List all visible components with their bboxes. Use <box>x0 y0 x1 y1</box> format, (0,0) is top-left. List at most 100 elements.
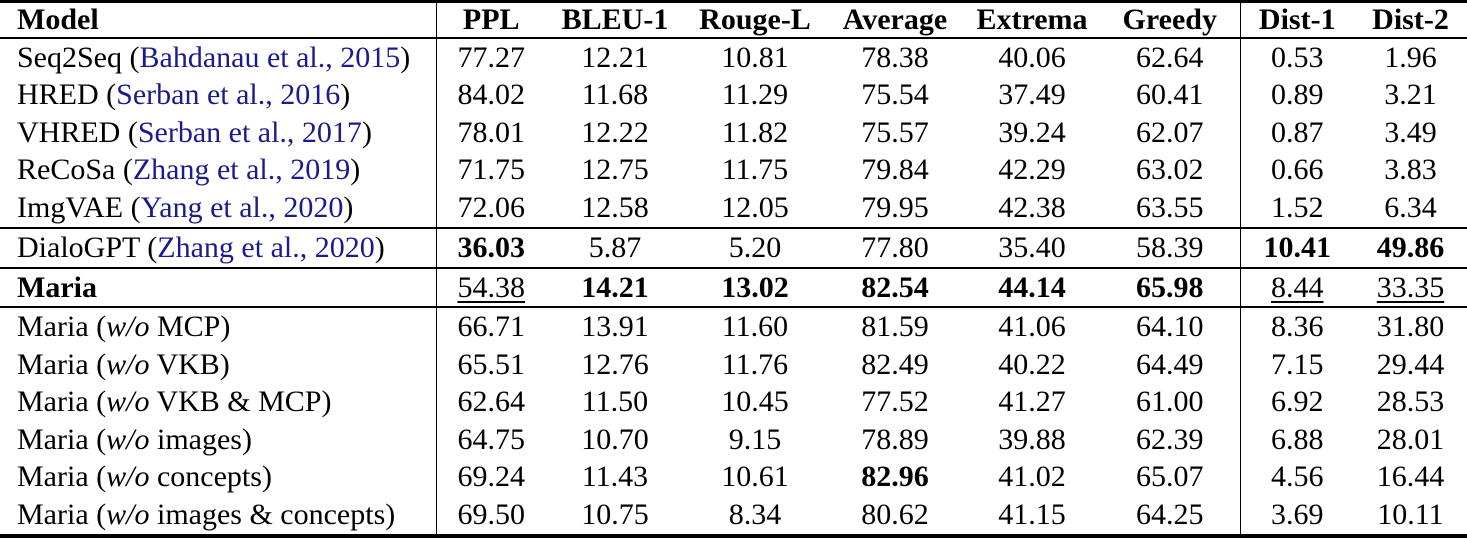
metric-value: 11.75 <box>721 153 789 187</box>
model-name-text: concepts) <box>149 460 272 494</box>
metric-value-cell: 12.22 <box>546 114 684 152</box>
metric-value: 40.22 <box>998 347 1066 381</box>
metric-value-cell: 31.80 <box>1354 306 1467 347</box>
metric-value: 12.76 <box>581 347 649 381</box>
metric-value-cell: 1.52 <box>1239 189 1354 228</box>
metric-value-cell: 10.41 <box>1239 226 1354 268</box>
table-row: ReCoSa (Zhang et al., 2019) 71.75 12.75 11.… <box>0 151 1467 190</box>
model-name-cell: Maria (w/o MCP) <box>0 306 436 347</box>
metric-value: 10.45 <box>721 385 789 419</box>
table-row: HRED (Serban et al., 2016) 84.02 11.68 11.2… <box>0 76 1467 115</box>
metric-value-cell: 3.69 <box>1239 496 1354 536</box>
metric-value-cell: 62.64 <box>1100 38 1240 77</box>
metric-value: 8.34 <box>728 498 782 532</box>
citation-link[interactable]: Zhang et al., 2019 <box>132 153 351 187</box>
table-row: ImgVAE (Yang et al., 2020) 72.06 12.58 12.0… <box>0 189 1467 228</box>
metric-value: 1.52 <box>1271 191 1324 225</box>
metric-value-cell: 40.06 <box>964 38 1100 77</box>
table-row: Maria (w/o images) 64.75 10.70 9.15 78.89 39.… <box>0 421 1467 459</box>
metric-value-cell: 12.21 <box>546 38 684 77</box>
metric-value: 79.95 <box>861 191 929 225</box>
metric-value-cell: 82.54 <box>826 266 964 308</box>
metric-value: 77.27 <box>457 40 526 74</box>
metric-value: 28.53 <box>1376 385 1445 419</box>
metric-value-cell: 11.29 <box>684 77 826 115</box>
citation-link[interactable]: Zhang et al., 2020 <box>157 230 375 264</box>
metric-value-cell: 10.81 <box>684 38 826 77</box>
metric-value-cell: 0.87 <box>1239 114 1354 152</box>
metric-value: 62.07 <box>1136 115 1204 149</box>
metric-value-cell: 72.06 <box>435 189 546 228</box>
citation-link[interactable]: Bahdanau et al., 2015 <box>139 40 401 74</box>
metric-value-cell: 66.71 <box>435 306 546 347</box>
model-name-text: VHRED ( <box>17 115 138 149</box>
metric-value-cell: 8.36 <box>1239 306 1354 347</box>
model-name-text: VKB & MCP) <box>149 385 332 419</box>
metric-value-cell: 11.75 <box>684 152 826 190</box>
model-name-text: w/o <box>106 310 150 344</box>
metric-value: 65.98 <box>1136 270 1204 304</box>
metric-value: 6.34 <box>1384 191 1437 225</box>
model-name-text: ) <box>400 40 411 74</box>
metric-value: 82.49 <box>861 347 929 381</box>
metric-value: 78.01 <box>457 115 526 149</box>
header-row: Model PPL BLEU-1 Rouge-L Average Extrema… <box>0 1 1467 39</box>
metric-value: 66.71 <box>457 310 526 344</box>
table-row: Maria (w/o VKB & MCP) 62.64 11.50 10.45 77.5… <box>0 383 1467 422</box>
metric-value-cell: 11.43 <box>546 459 684 497</box>
table-row: Maria (w/o MCP) 66.71 13.91 11.60 81.59 41.06… <box>0 306 1467 347</box>
metric-value: 41.27 <box>998 385 1066 419</box>
metric-value: 4.56 <box>1271 460 1324 494</box>
metric-value-cell: 11.68 <box>546 77 684 115</box>
metric-value-cell: 64.49 <box>1100 346 1240 384</box>
metric-value: 0.53 <box>1271 40 1324 74</box>
metric-value-cell: 16.44 <box>1354 459 1467 497</box>
model-name-text: Maria ( <box>17 385 107 419</box>
table-row: Maria (w/o concepts) 69.24 11.43 10.61 82.96… <box>0 458 1467 497</box>
citation-link[interactable]: Yang et al., 2020 <box>140 191 344 225</box>
metric-value: 42.38 <box>998 191 1066 225</box>
metric-value-cell: 39.24 <box>964 114 1100 152</box>
metric-value: 78.89 <box>861 422 929 456</box>
metric-value: 0.66 <box>1271 153 1324 187</box>
metric-value-cell: 71.75 <box>435 151 546 190</box>
model-name-text: images & concepts) <box>149 498 396 532</box>
table-body: Seq2Seq (Bahdanau et al., 2015) 77.27 12.2… <box>0 38 1467 536</box>
metric-value-cell: 65.51 <box>435 346 546 384</box>
citation-link[interactable]: Serban et al., 2017 <box>137 115 362 149</box>
metric-value: 79.84 <box>861 153 929 187</box>
metric-value: 62.64 <box>1136 40 1204 74</box>
model-name-text: w/o <box>106 460 150 494</box>
model-name-text: w/o <box>106 498 150 532</box>
metric-value-cell: 9.15 <box>684 421 826 459</box>
metric-value-cell: 8.34 <box>684 496 826 536</box>
model-name-cell: ImgVAE (Yang et al., 2020) <box>0 189 436 228</box>
metric-value: 64.10 <box>1136 310 1204 344</box>
metric-value: 78.38 <box>861 40 929 74</box>
metric-value: 10.61 <box>721 460 789 494</box>
metric-value-cell: 12.05 <box>684 189 826 228</box>
metric-value-cell: 28.53 <box>1354 384 1467 422</box>
citation-link[interactable]: Serban et al., 2016 <box>116 78 341 112</box>
metric-value-cell: 11.50 <box>546 384 684 422</box>
model-name-text: VKB) <box>149 347 230 381</box>
metric-value-cell: 5.87 <box>546 226 684 268</box>
metric-value: 69.24 <box>457 460 526 494</box>
metric-value: 8.44 <box>1271 270 1324 304</box>
column-header-greedy: Greedy <box>1100 1 1240 39</box>
metric-value: 33.35 <box>1376 270 1445 304</box>
metric-value: 11.50 <box>581 385 649 419</box>
model-name-text: ImgVAE ( <box>17 191 141 225</box>
metric-value: 9.15 <box>728 422 782 456</box>
table-row: Maria (w/o images & concepts) 69.50 10.75 8… <box>0 496 1467 536</box>
metric-value-cell: 77.27 <box>435 38 546 77</box>
column-header-model: Model <box>0 1 436 39</box>
metric-value: 82.54 <box>861 270 929 304</box>
model-name-text: Maria <box>17 270 97 304</box>
metric-value-cell: 58.39 <box>1100 226 1240 268</box>
metric-value: 3.21 <box>1384 78 1437 112</box>
metric-value: 84.02 <box>457 78 526 112</box>
metric-value-cell: 40.22 <box>964 346 1100 384</box>
metric-value-cell: 41.06 <box>964 306 1100 347</box>
metric-value-cell: 60.41 <box>1100 77 1240 115</box>
